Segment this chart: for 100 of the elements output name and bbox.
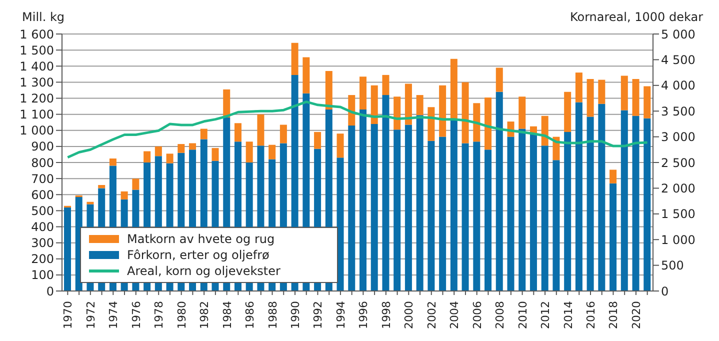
y-tick-label: 900 <box>31 140 54 154</box>
y-tick-label: 1 500 <box>20 43 54 58</box>
x-tick-label: 1998 <box>380 301 393 329</box>
x-tick-label: 1992 <box>312 301 325 329</box>
y2-tick-label: 4 500 <box>661 52 696 67</box>
bar <box>404 84 412 125</box>
bar <box>610 183 617 291</box>
x-tick-label: 2020 <box>630 301 643 329</box>
y-tick-label: 1 400 <box>20 59 54 74</box>
bar <box>154 146 162 156</box>
y-tick-label: 300 <box>31 236 54 250</box>
y2-tick-label: 4 000 <box>661 78 696 93</box>
x-tick-label: 2018 <box>607 301 620 329</box>
y2-axis-title: Kornareal, 1000 dekar <box>570 10 703 24</box>
bar <box>586 116 594 291</box>
bar <box>439 136 446 291</box>
bar <box>382 95 390 291</box>
bar <box>132 178 140 190</box>
x-tick-label: 1978 <box>152 301 166 329</box>
bar <box>246 142 253 162</box>
bar <box>428 140 435 291</box>
bar <box>644 86 651 118</box>
bar <box>496 92 503 291</box>
bar <box>291 42 298 75</box>
y-tick-label: 1 100 <box>20 108 54 122</box>
bar <box>484 97 492 150</box>
x-tick-label: 1988 <box>266 301 280 329</box>
x-tick-label: 1994 <box>334 301 348 329</box>
bar <box>223 89 230 118</box>
y-tick-label: 600 <box>31 188 54 202</box>
y2-tick-label: 0 <box>661 284 669 298</box>
bar <box>86 202 94 204</box>
y2-tick-label: 5 000 <box>661 27 696 42</box>
bar <box>325 70 332 110</box>
bar <box>530 134 537 291</box>
bar <box>644 118 651 291</box>
bar <box>394 96 401 130</box>
bar <box>552 160 560 291</box>
bar <box>450 58 458 120</box>
x-tick-label: 1976 <box>130 301 143 329</box>
y-tick-label: 500 <box>31 204 54 218</box>
bar <box>632 116 640 291</box>
y-tick-label: 400 <box>31 220 54 234</box>
bar <box>370 124 378 291</box>
x-tick-label: 2012 <box>539 301 552 329</box>
bar <box>598 80 606 104</box>
bar <box>360 109 366 291</box>
y-tick-label: 0 <box>46 284 54 298</box>
x-tick-label: 2010 <box>516 301 530 329</box>
y-tick-label: 1 300 <box>20 75 54 90</box>
x-tick-label: 2008 <box>494 301 507 329</box>
bar <box>518 128 526 291</box>
bar <box>620 76 628 110</box>
x-tick-label: 2014 <box>562 301 575 329</box>
bar <box>496 68 503 92</box>
bar <box>462 82 469 144</box>
bar <box>404 124 412 291</box>
bar <box>280 124 287 144</box>
y2-tick-label: 3 000 <box>661 130 696 144</box>
bar <box>109 158 116 166</box>
bar <box>348 95 356 126</box>
bar <box>348 126 356 291</box>
line-series <box>66 100 649 159</box>
x-tick-label: 1990 <box>288 301 302 329</box>
bar <box>450 120 458 291</box>
y-axis-title: Mill. kg <box>22 10 65 24</box>
bar <box>98 184 106 188</box>
x-tick-label: 2016 <box>584 301 598 329</box>
bar <box>541 146 548 291</box>
bar <box>620 110 628 291</box>
y2-tick-label: 3 500 <box>661 104 696 118</box>
bar <box>370 85 378 124</box>
x-tick-label: 1974 <box>107 301 120 329</box>
bar <box>575 102 582 291</box>
y2-tick-label: 1 500 <box>661 207 696 222</box>
y2-tick-label: 1 000 <box>661 232 696 247</box>
x-tick-label: 1970 <box>62 301 75 329</box>
y-tick-label: 800 <box>31 156 54 170</box>
bar <box>507 136 514 291</box>
bar <box>144 151 151 162</box>
bar <box>439 85 446 137</box>
x-tick-label: 1982 <box>198 301 212 329</box>
bar <box>257 114 264 146</box>
bar <box>120 191 128 200</box>
bar <box>178 144 185 153</box>
x-tick-label: 2002 <box>425 301 438 329</box>
bar <box>314 132 322 149</box>
bar <box>394 130 401 291</box>
x-tick-label: 1980 <box>175 301 188 329</box>
bar <box>518 96 526 129</box>
x-tick-label: 1984 <box>220 301 234 329</box>
bar <box>336 134 344 158</box>
bar <box>416 115 424 291</box>
bar <box>462 143 469 291</box>
y-tick-label: 200 <box>31 252 54 266</box>
y2-tick-label: 500 <box>661 258 684 273</box>
x-tick-label: 2006 <box>470 301 484 329</box>
bar <box>564 92 572 132</box>
y-tick-label: 1 600 <box>20 27 54 42</box>
bar <box>336 158 344 291</box>
